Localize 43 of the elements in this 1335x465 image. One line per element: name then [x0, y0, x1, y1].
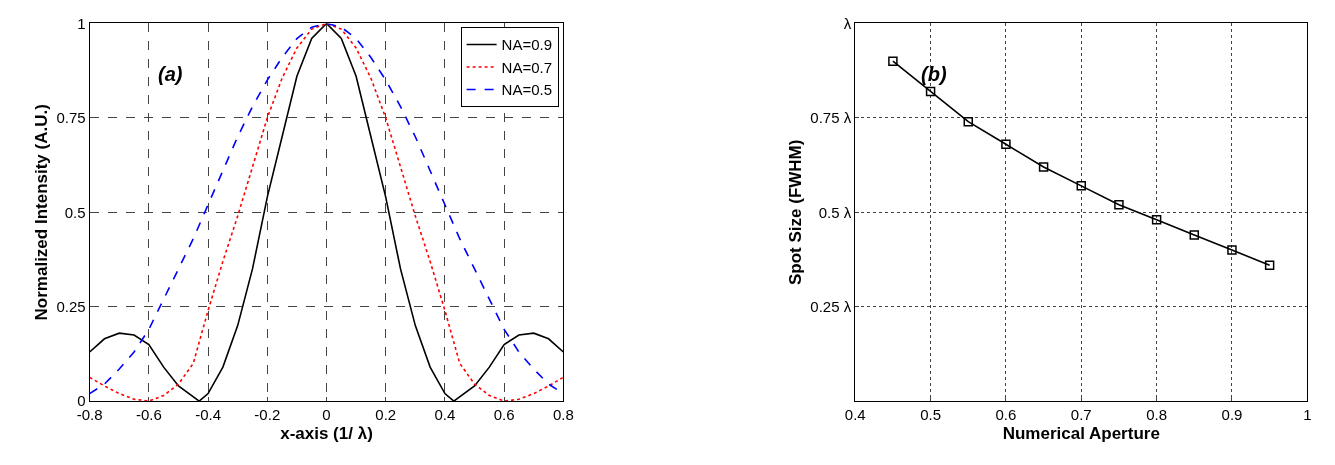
point: [963, 116, 974, 127]
annotation: (a): [158, 63, 183, 85]
y-axis-title: Spot Size (FWHM): [785, 139, 805, 285]
point: [1227, 245, 1237, 255]
y-tick-label: 1: [77, 14, 86, 32]
y-tick-label: 0.25: [56, 297, 86, 315]
y-tick-label: 0.5 λ: [818, 203, 852, 221]
y-tick-label: λ: [843, 14, 852, 32]
x-tick-label: 0.7: [1070, 406, 1092, 424]
y-tick-label: 0.25 λ: [810, 297, 852, 315]
x-tick-label: 0.4: [844, 406, 866, 424]
point: [1151, 215, 1162, 225]
point: [888, 56, 898, 66]
point: [1001, 139, 1011, 150]
point: [1264, 260, 1275, 270]
x-axis-title: x-axis (1/ λ): [280, 423, 373, 443]
point: [1189, 230, 1200, 240]
x-tick-label: -0.4: [195, 406, 222, 424]
x-axis-title: Numerical Aperture: [1002, 423, 1160, 443]
x-tick-label: 0.6: [995, 406, 1017, 424]
y-tick-label: 0.75 λ: [810, 109, 852, 127]
annotation: (b): [921, 63, 947, 85]
x-tick-label: -0.6: [135, 406, 162, 424]
y-tick-label: 0.5: [64, 203, 86, 221]
x-tick-label: 0.5: [920, 406, 942, 424]
x-tick-label: 0.9: [1221, 406, 1243, 424]
legend-label: NA=0.7: [501, 58, 553, 76]
x-tick-label: 1: [1303, 406, 1312, 424]
point: [1076, 181, 1087, 191]
x-tick-label: 0.4: [434, 406, 456, 424]
y-tick-label: 0.75: [56, 109, 86, 127]
legend-label: NA=0.5: [501, 81, 553, 99]
x-tick-label: 0.6: [493, 406, 515, 424]
point: [925, 86, 936, 97]
x-tick-label: 0: [322, 406, 331, 424]
legend-label: NA=0.9: [501, 36, 553, 54]
y-axis-title: Normalized Intensity (A.U.): [32, 104, 51, 321]
point: [1114, 199, 1124, 210]
x-tick-label: 0.2: [375, 406, 397, 424]
point: [1038, 162, 1049, 172]
x-tick-label: 0.8: [552, 406, 574, 424]
x-tick-label: -0.2: [254, 406, 281, 424]
x-tick-label: 0.8: [1146, 406, 1168, 424]
